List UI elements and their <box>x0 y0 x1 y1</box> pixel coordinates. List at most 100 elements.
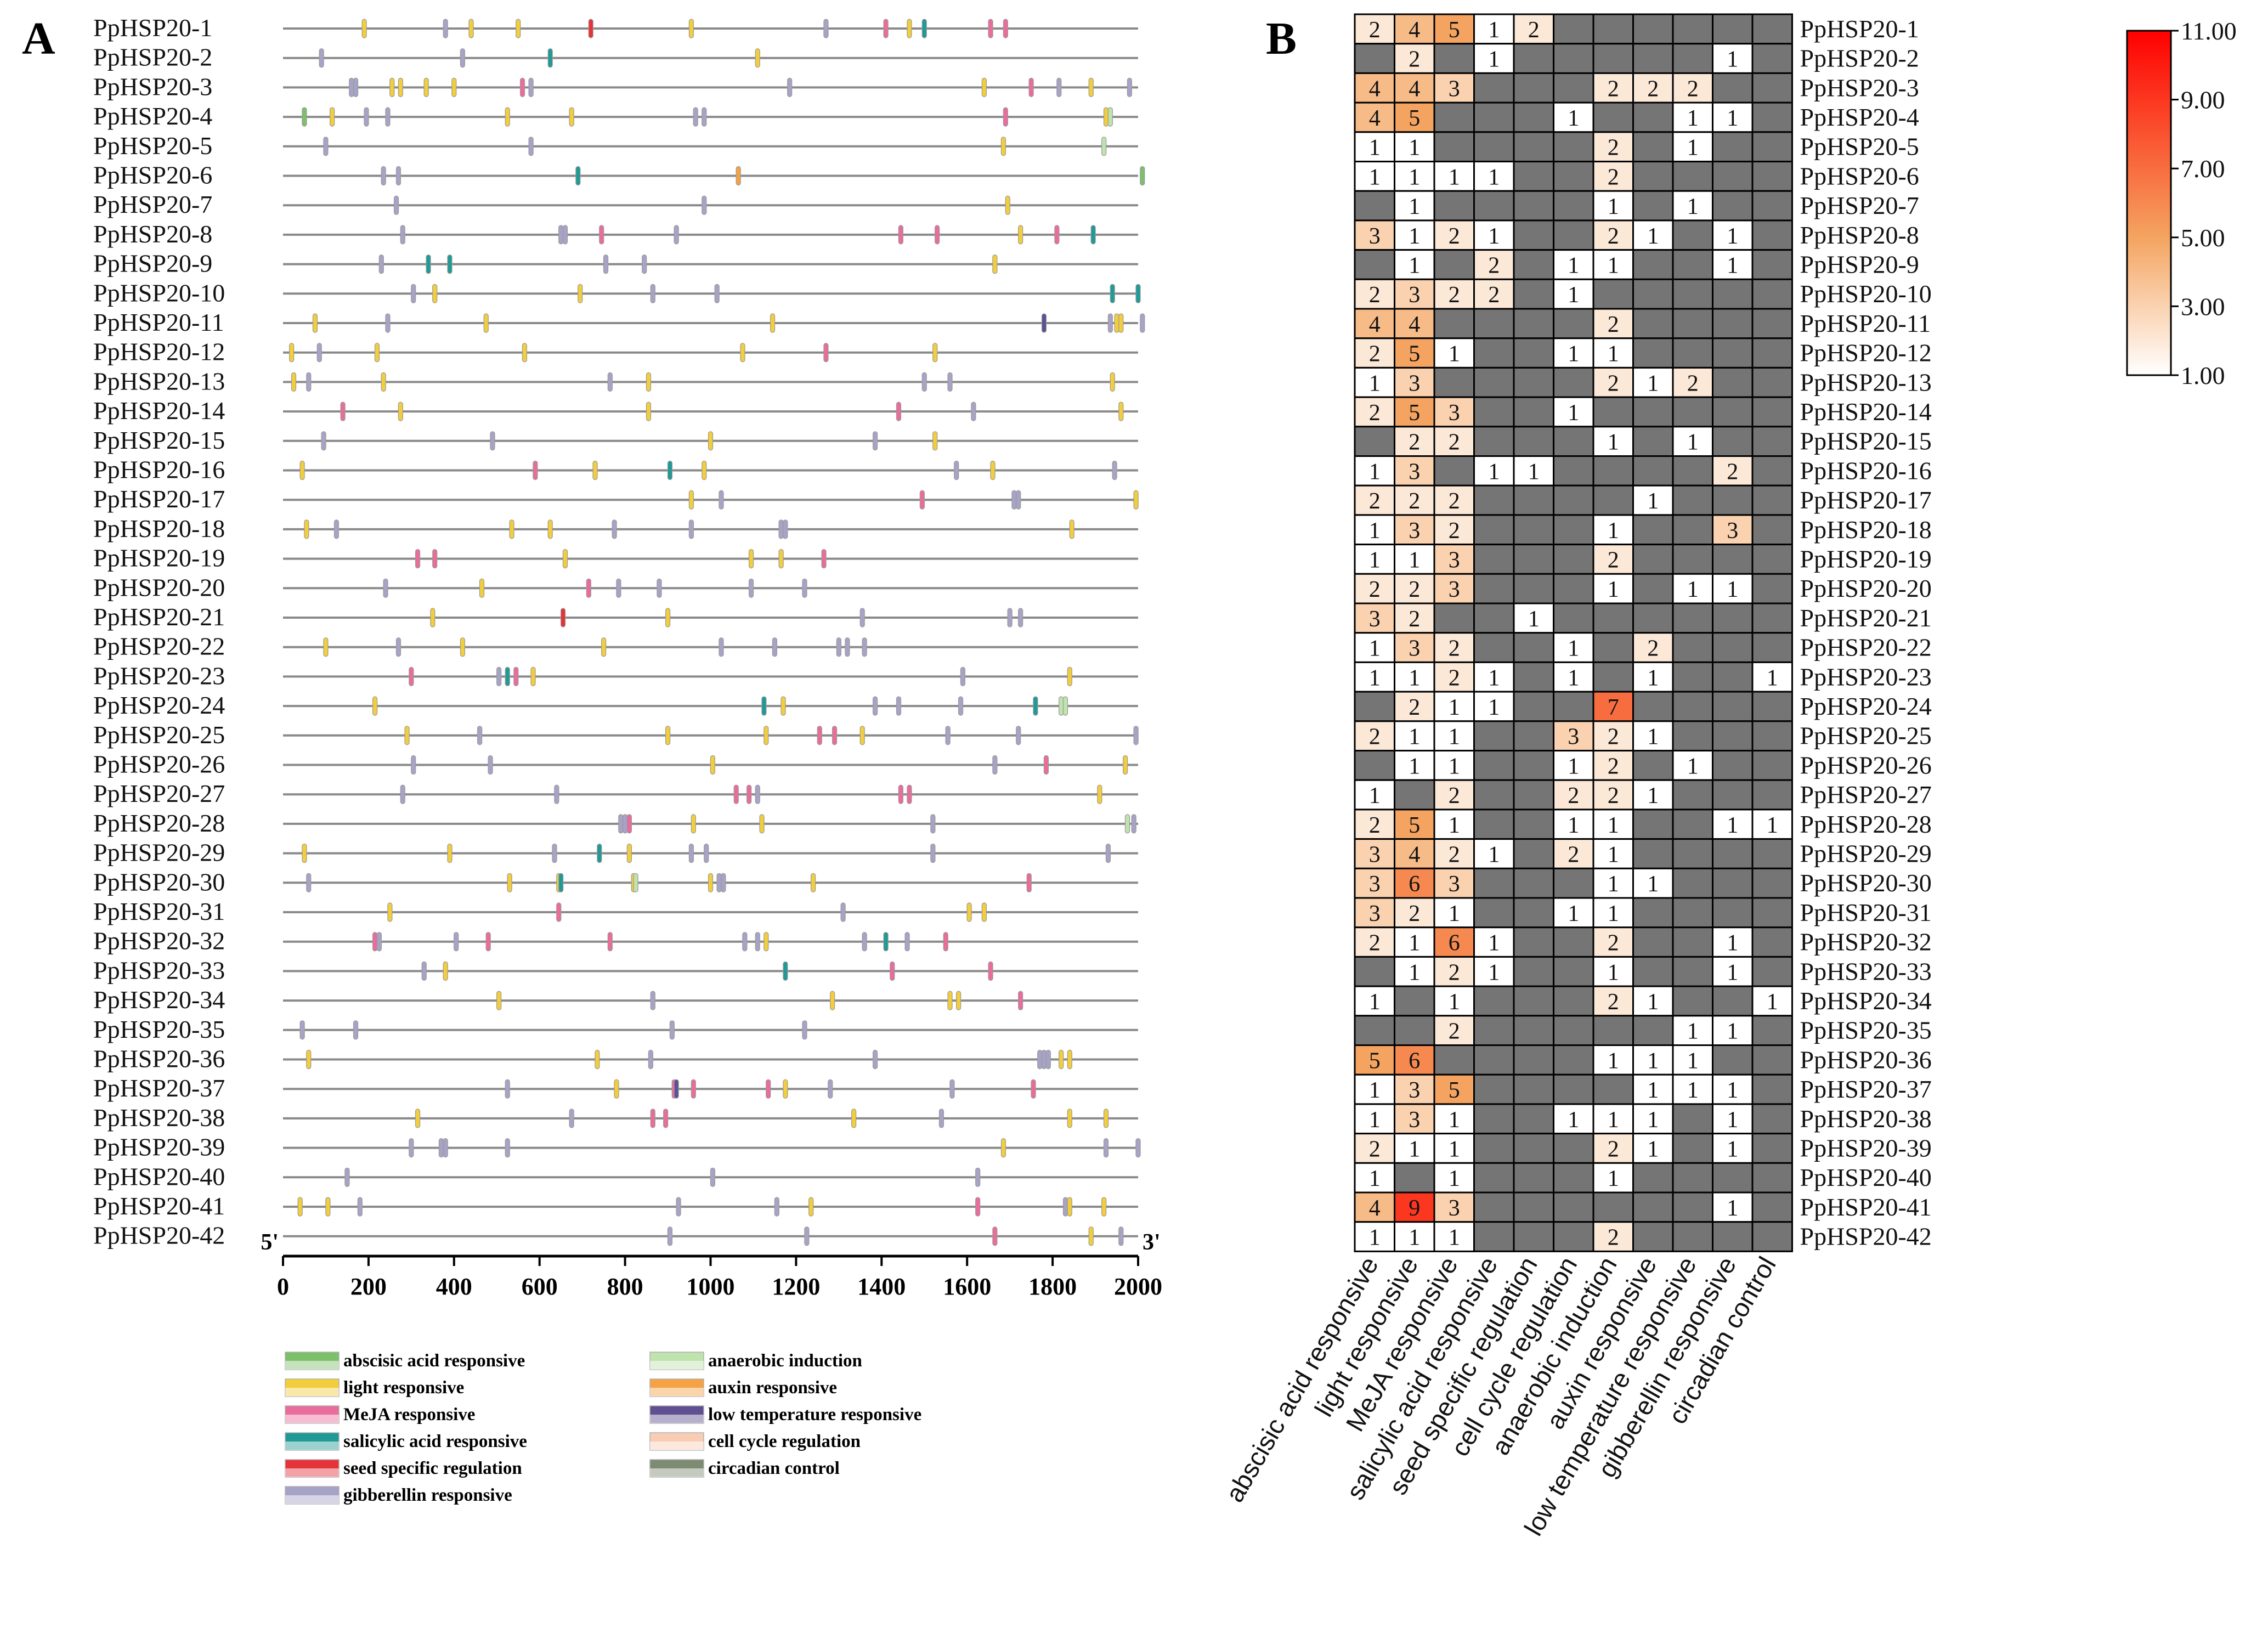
cis-element-mark <box>665 608 671 628</box>
legend-label: gibberellin responsive <box>343 1485 512 1505</box>
x-tick-label: 0 <box>277 1273 289 1300</box>
heatmap-value: 2 <box>1687 371 1699 396</box>
cis-element-mark <box>592 460 598 481</box>
heatmap-value: 1 <box>1568 400 1579 426</box>
heatmap-cell <box>1513 190 1554 222</box>
cis-element-mark <box>400 225 405 245</box>
cis-element-mark <box>755 932 760 952</box>
cis-element-mark <box>533 460 538 481</box>
cis-element-mark <box>691 1079 696 1099</box>
heatmap-value: 1 <box>1409 194 1420 219</box>
colorbar-tick-label: 1.00 <box>2181 361 2225 389</box>
heatmap-cell <box>1473 1103 1515 1135</box>
heatmap-cell <box>1712 661 1754 693</box>
cis-element-mark <box>1054 225 1060 245</box>
heatmap-value: 2 <box>1369 1137 1381 1162</box>
cis-element-mark <box>1103 1138 1109 1158</box>
heatmap-value: 1 <box>1568 813 1579 838</box>
heatmap-cell <box>1712 396 1754 428</box>
heatmap-cell <box>1592 1191 1634 1223</box>
heatmap-cell <box>1592 101 1634 133</box>
row-label: PpHSP20-19 <box>1800 545 1932 573</box>
heatmap-value: 2 <box>1608 135 1619 161</box>
heatmap-cell <box>1592 1015 1634 1047</box>
row-label: PpHSP20-42 <box>1800 1223 1932 1251</box>
heatmap-cell <box>1513 661 1554 693</box>
heatmap-cell <box>1513 455 1554 487</box>
gene-label: PpHSP20-31 <box>93 897 225 925</box>
heatmap-value: 2 <box>1608 76 1619 101</box>
cis-element-mark <box>1007 608 1013 628</box>
cis-element-mark <box>704 843 709 863</box>
gene-label: PpHSP20-41 <box>93 1192 225 1220</box>
heatmap-cell <box>1513 308 1554 340</box>
cis-element-mark <box>1041 1049 1047 1070</box>
cis-element-mark <box>943 932 948 952</box>
cis-element-mark <box>496 991 502 1010</box>
cis-element-mark <box>1088 77 1094 97</box>
heatmap-cell <box>1751 573 1793 604</box>
heatmap-value: 3 <box>1449 577 1460 602</box>
cis-element-mark <box>519 77 525 97</box>
heatmap-cell <box>1354 1044 1395 1076</box>
heatmap-value: 2 <box>1608 165 1619 190</box>
heatmap-value: 4 <box>1369 312 1381 337</box>
gene-label: PpHSP20-20 <box>93 573 225 601</box>
cis-element-mark <box>372 932 378 952</box>
gene-label: PpHSP20-35 <box>93 1015 225 1043</box>
cis-element-mark <box>1103 107 1109 127</box>
heatmap-value: 1 <box>1369 1225 1381 1251</box>
heatmap-cell <box>1712 1015 1754 1047</box>
cis-element-mark <box>411 755 416 775</box>
cis-element-mark <box>505 666 510 687</box>
cis-element-mark <box>763 932 769 952</box>
heatmap-value: 1 <box>1488 459 1500 484</box>
cis-element-mark <box>1000 137 1006 156</box>
cis-element-mark <box>586 578 591 598</box>
cis-element-mark <box>1011 490 1017 510</box>
cis-element-mark <box>780 696 786 716</box>
heatmap-value: 2 <box>1449 783 1460 809</box>
gene-label: PpHSP20-2 <box>93 43 212 71</box>
legend-label: salicylic acid responsive <box>343 1432 527 1451</box>
cis-element-mark <box>1000 1138 1006 1158</box>
row-label: PpHSP20-27 <box>1800 781 1932 809</box>
row-label: PpHSP20-3 <box>1800 74 1919 101</box>
heatmap-value: 4 <box>1409 312 1420 337</box>
heatmap-cell <box>1672 1221 1713 1252</box>
cis-element-mark <box>1090 225 1096 245</box>
gene-label: PpHSP20-23 <box>93 662 225 689</box>
gene-label: PpHSP20-18 <box>93 515 225 542</box>
heatmap-value: 2 <box>1568 783 1579 809</box>
cis-element-mark <box>1016 490 1021 510</box>
heatmap-value: 2 <box>1608 1137 1619 1162</box>
heatmap-value: 2 <box>1449 489 1460 514</box>
cis-element-mark <box>766 1079 771 1099</box>
cis-element-mark <box>650 991 655 1010</box>
heatmap-cell <box>1394 779 1435 811</box>
heatmap-cell <box>1592 1162 1634 1194</box>
cis-element-mark <box>714 284 720 303</box>
x-tick-label: 1200 <box>772 1273 820 1300</box>
cis-element-mark <box>693 107 698 127</box>
heatmap-cell <box>1473 337 1515 369</box>
heatmap-value: 2 <box>1608 754 1619 779</box>
heatmap-value: 7 <box>1608 695 1619 720</box>
legend-label: seed specific regulation <box>343 1459 522 1478</box>
heatmap-cell <box>1712 13 1754 45</box>
heatmap-value: 4 <box>1369 106 1381 131</box>
cis-element-mark <box>530 666 536 687</box>
gene-label: PpHSP20-33 <box>93 956 225 984</box>
row-label: PpHSP20-2 <box>1800 44 1919 72</box>
heatmap-cell <box>1354 956 1395 987</box>
cis-element-mark <box>1043 755 1049 775</box>
cis-element-mark <box>447 255 453 274</box>
cis-element-mark <box>496 666 502 687</box>
row-label: PpHSP20-15 <box>1800 427 1932 455</box>
heatmap-value: 1 <box>1727 1137 1738 1162</box>
heatmap-cell <box>1712 101 1754 133</box>
heatmap-cell <box>1394 1162 1435 1194</box>
heatmap-value: 3 <box>1369 607 1381 632</box>
cis-element-mark <box>746 784 752 804</box>
heatmap-cell <box>1553 926 1594 958</box>
